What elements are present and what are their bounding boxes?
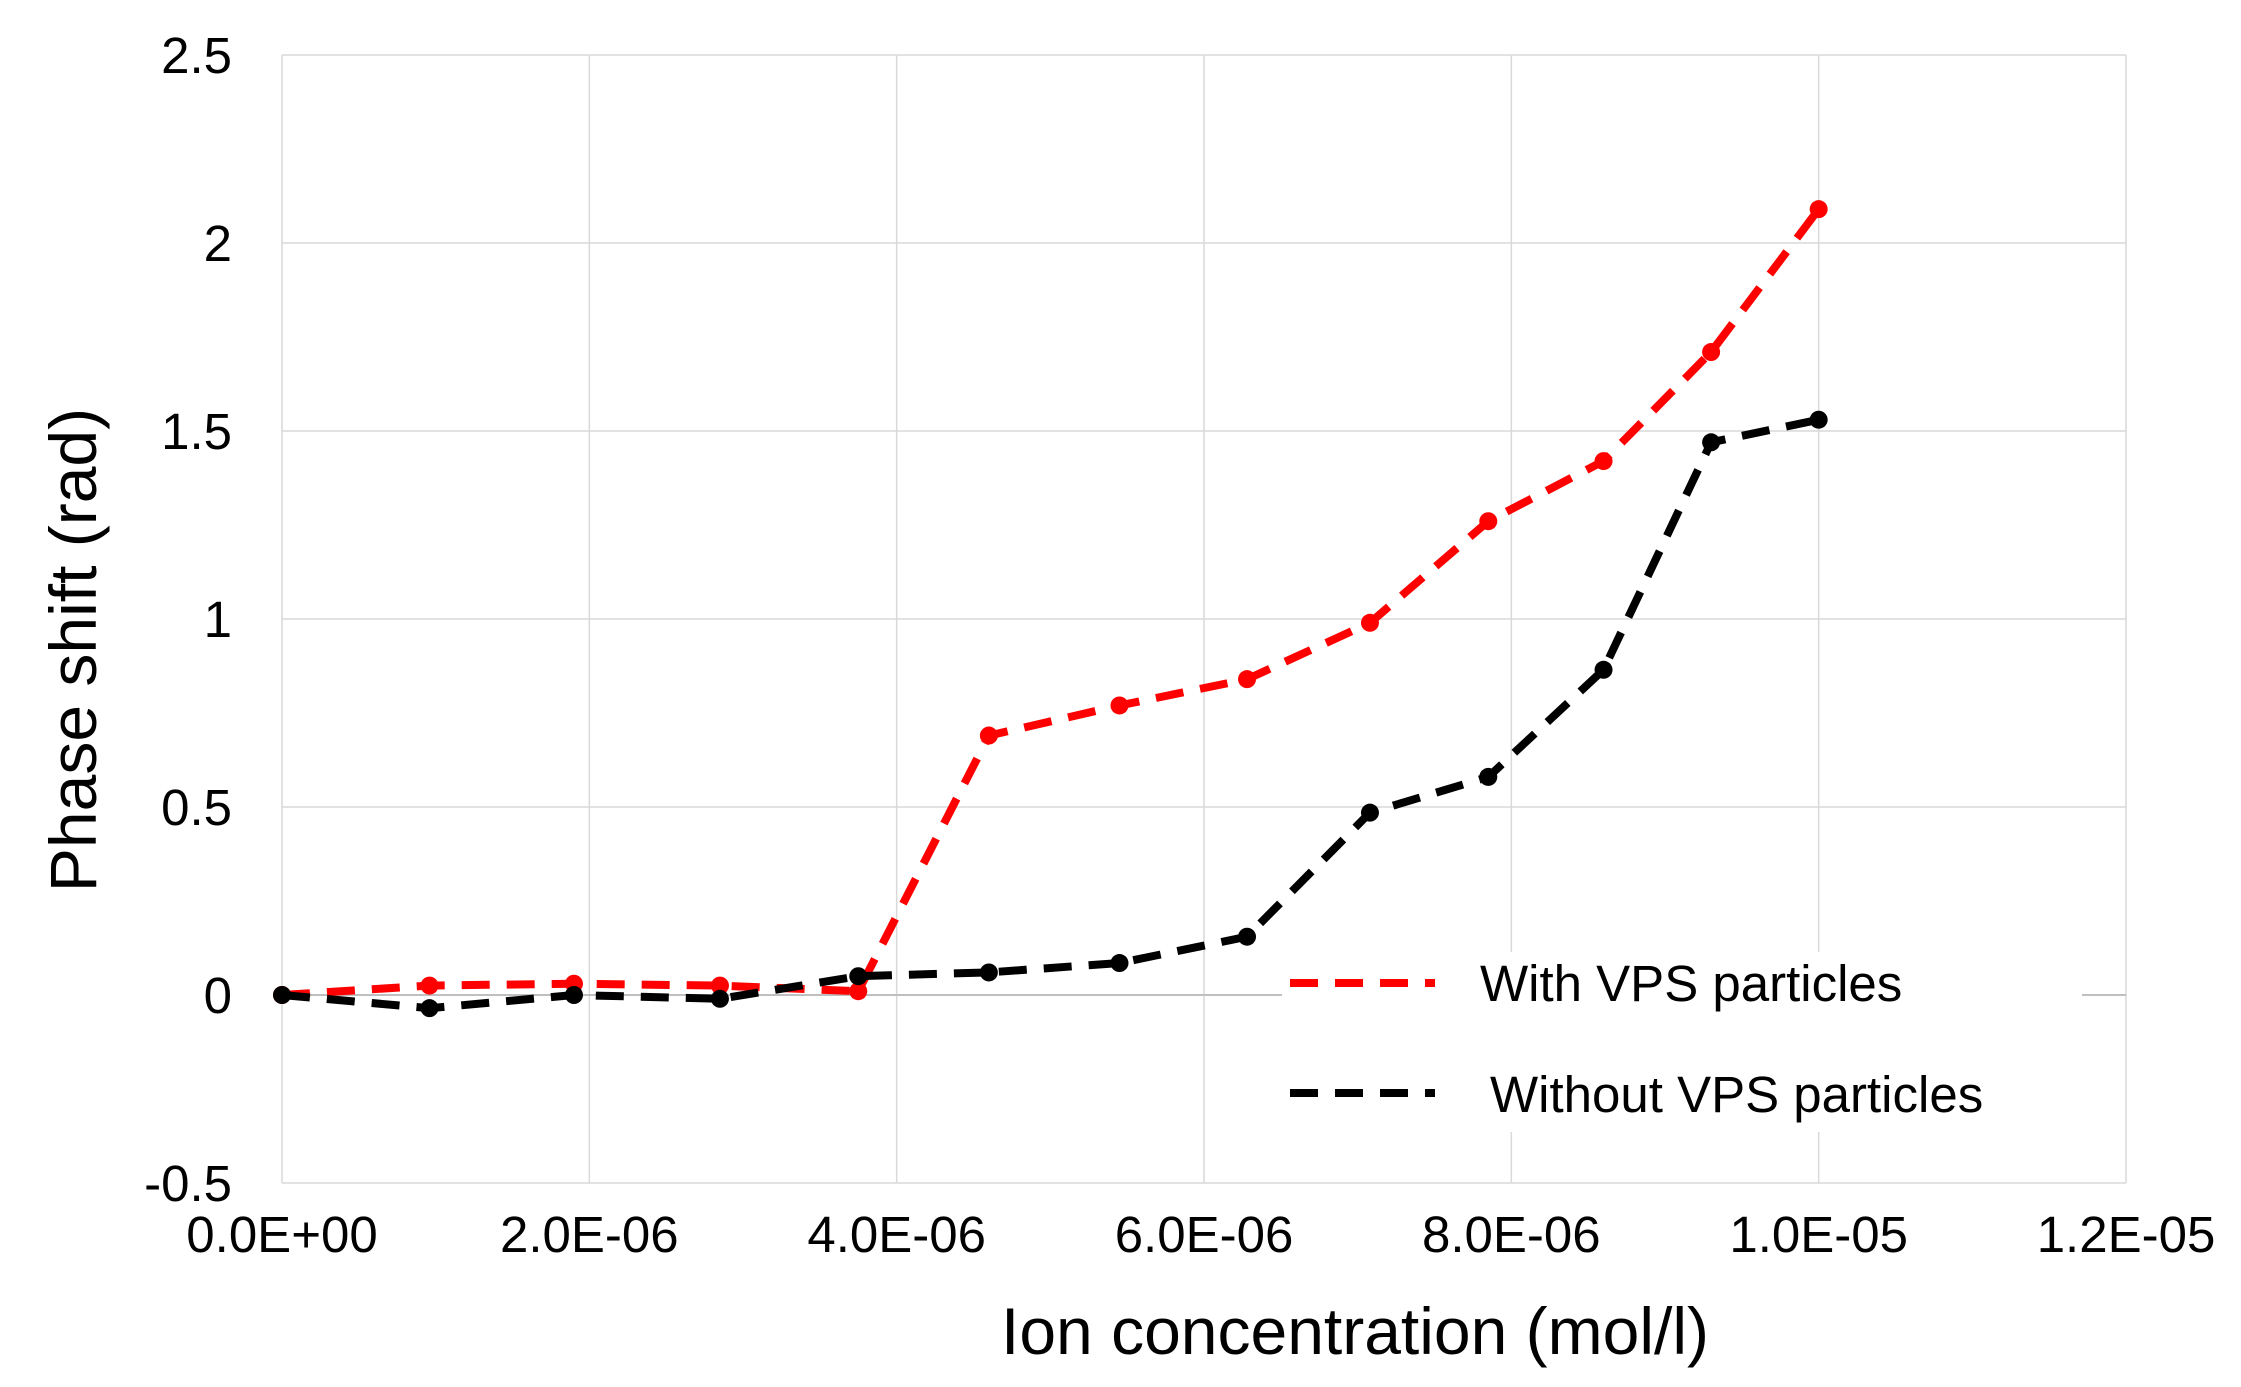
y-tick-label: 2: [204, 215, 232, 272]
legend-label-with-vps: With VPS particles: [1480, 955, 1902, 1012]
series-with-vps: [273, 200, 1828, 1004]
y-tick-label: 2.5: [161, 27, 232, 84]
tick-labels: 0.0E+00 2.0E-06 4.0E-06 6.0E-06 8.0E-06 1.0E-…: [144, 27, 2215, 1263]
data-point: [1809, 410, 1828, 429]
data-point: [420, 999, 439, 1018]
series-layer: [273, 200, 1828, 1018]
data-point: [1594, 660, 1613, 679]
data-point: [710, 976, 729, 995]
series-line: [281, 206, 1822, 999]
y-tick-label: 0.5: [161, 779, 232, 836]
data-point: [849, 982, 868, 1001]
x-tick-label: 1.0E-05: [1729, 1206, 1908, 1263]
legend-background: [1282, 952, 2082, 1132]
x-tick-label: 6.0E-06: [1115, 1206, 1294, 1263]
y-axis-title: Phase shift (rad): [36, 408, 110, 892]
data-point: [1238, 927, 1257, 946]
x-tick-label: 0.0E+00: [186, 1206, 377, 1263]
data-point: [979, 963, 998, 982]
data-point: [1479, 512, 1498, 531]
x-tick-label: 4.0E-06: [807, 1206, 986, 1263]
data-point: [710, 989, 729, 1008]
data-point: [273, 986, 291, 1004]
data-point: [1360, 613, 1379, 632]
y-tick-label: 0: [204, 967, 232, 1024]
legend: With VPS particles Without VPS particles: [1282, 952, 2082, 1132]
grid: [281, 54, 2127, 1184]
data-point: [1594, 452, 1613, 471]
series-line: [281, 415, 1820, 1013]
data-point: [420, 976, 439, 995]
data-point: [1110, 696, 1129, 715]
data-point: [1702, 433, 1721, 452]
y-tick-label: 1: [204, 591, 232, 648]
x-tick-label: 1.2E-05: [2037, 1206, 2216, 1263]
x-tick-label: 8.0E-06: [1422, 1206, 1601, 1263]
x-tick-label: 2.0E-06: [500, 1206, 679, 1263]
data-point: [1360, 803, 1379, 822]
data-point: [1702, 343, 1721, 362]
x-axis-title: Ion concentration (mol/l): [1001, 1294, 1709, 1368]
legend-label-without-vps: Without VPS particles: [1490, 1066, 1983, 1123]
data-point: [564, 986, 583, 1004]
data-point: [979, 726, 998, 745]
data-point: [1809, 200, 1828, 219]
data-point: [1479, 767, 1498, 786]
data-point: [1110, 954, 1129, 973]
y-tick-label: 1.5: [161, 403, 232, 460]
y-tick-label: -0.5: [144, 1155, 232, 1212]
data-point: [1238, 670, 1257, 689]
series-without-vps: [273, 410, 1828, 1018]
data-point: [849, 967, 868, 986]
